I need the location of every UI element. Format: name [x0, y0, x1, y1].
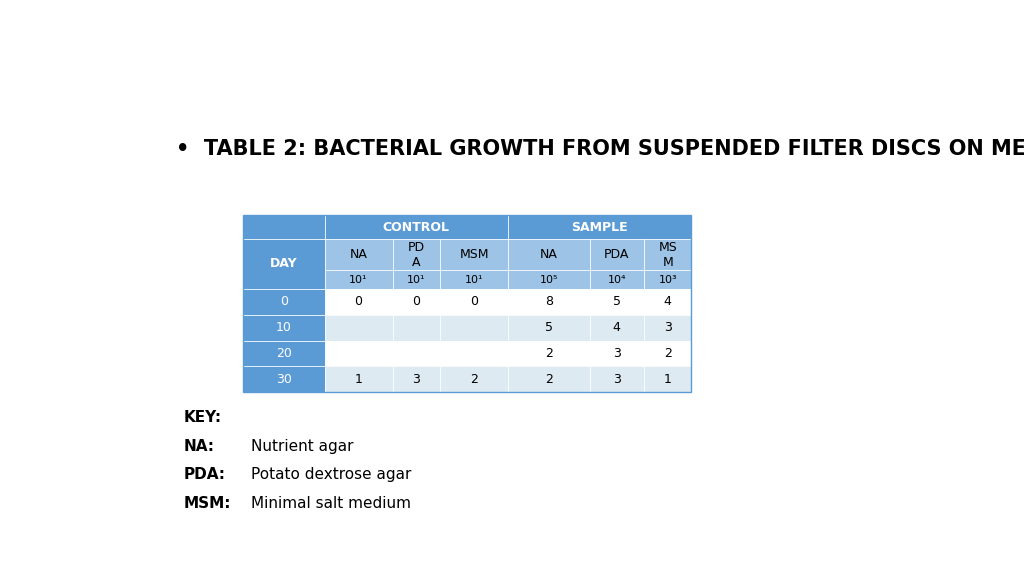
Text: 0: 0: [413, 295, 420, 309]
Bar: [325, 366, 392, 392]
Text: 10: 10: [275, 321, 292, 334]
Text: 3: 3: [612, 373, 621, 386]
Bar: [440, 315, 508, 340]
Text: 10¹: 10¹: [349, 275, 368, 285]
Bar: [325, 315, 392, 340]
Text: 10¹: 10¹: [465, 275, 483, 285]
Bar: [243, 215, 325, 238]
Bar: [325, 289, 392, 315]
Bar: [392, 289, 440, 315]
Bar: [392, 340, 440, 366]
Bar: [644, 271, 691, 289]
Bar: [243, 340, 325, 366]
Text: 1: 1: [354, 373, 362, 386]
Bar: [440, 366, 508, 392]
Bar: [508, 366, 590, 392]
Text: 2: 2: [664, 347, 672, 360]
Bar: [243, 366, 325, 392]
Bar: [508, 315, 590, 340]
Bar: [590, 271, 644, 289]
Bar: [325, 340, 392, 366]
Text: Minimal salt medium: Minimal salt medium: [251, 497, 411, 511]
Text: 10³: 10³: [658, 275, 677, 285]
Text: 3: 3: [612, 347, 621, 360]
Text: MSM:: MSM:: [183, 497, 231, 511]
Bar: [590, 366, 644, 392]
Text: 10⁵: 10⁵: [540, 275, 558, 285]
Text: 4: 4: [612, 321, 621, 334]
Text: NA: NA: [540, 248, 558, 261]
Text: 8: 8: [545, 295, 553, 309]
Bar: [644, 289, 691, 315]
Bar: [392, 315, 440, 340]
Bar: [644, 340, 691, 366]
Bar: [325, 238, 392, 271]
Bar: [325, 215, 508, 238]
Text: •  TABLE 2: BACTERIAL GROWTH FROM SUSPENDED FILTER DISCS ON MEDIA.: • TABLE 2: BACTERIAL GROWTH FROM SUSPEND…: [176, 139, 1024, 159]
Bar: [590, 238, 644, 271]
Bar: [392, 271, 440, 289]
Text: MS
M: MS M: [658, 241, 677, 268]
Text: NA:: NA:: [183, 438, 215, 453]
Bar: [243, 315, 325, 340]
Text: PDA:: PDA:: [183, 467, 225, 483]
Bar: [644, 366, 691, 392]
Text: 0: 0: [470, 295, 478, 309]
Bar: [590, 315, 644, 340]
Bar: [508, 340, 590, 366]
Bar: [590, 340, 644, 366]
Text: 2: 2: [545, 347, 553, 360]
Text: CONTROL: CONTROL: [383, 221, 450, 233]
Bar: [508, 238, 590, 271]
Text: 4: 4: [664, 295, 672, 309]
Bar: [644, 315, 691, 340]
Bar: [440, 340, 508, 366]
Text: 5: 5: [612, 295, 621, 309]
Text: PD
A: PD A: [408, 241, 425, 268]
Text: KEY:: KEY:: [183, 410, 221, 425]
Text: 2: 2: [470, 373, 478, 386]
Bar: [440, 289, 508, 315]
Text: 10⁴: 10⁴: [607, 275, 626, 285]
Text: 2: 2: [545, 373, 553, 386]
Bar: [590, 289, 644, 315]
Bar: [392, 238, 440, 271]
Text: 0: 0: [280, 295, 288, 309]
Text: 1: 1: [664, 373, 672, 386]
Bar: [644, 238, 691, 271]
Text: SAMPLE: SAMPLE: [571, 221, 628, 233]
Text: NA: NA: [349, 248, 368, 261]
Text: 0: 0: [354, 295, 362, 309]
Bar: [508, 289, 590, 315]
Bar: [392, 366, 440, 392]
Bar: [508, 215, 691, 238]
Bar: [508, 271, 590, 289]
Text: MSM: MSM: [460, 248, 488, 261]
Bar: [243, 215, 691, 392]
Bar: [440, 271, 508, 289]
Bar: [440, 238, 508, 271]
Bar: [243, 238, 325, 289]
Bar: [325, 271, 392, 289]
Text: 3: 3: [413, 373, 420, 386]
Text: 5: 5: [545, 321, 553, 334]
Text: 3: 3: [664, 321, 672, 334]
Text: 30: 30: [275, 373, 292, 386]
Text: 10¹: 10¹: [408, 275, 426, 285]
Text: DAY: DAY: [270, 257, 298, 270]
Text: PDA: PDA: [604, 248, 630, 261]
Bar: [243, 289, 325, 315]
Text: Potato dextrose agar: Potato dextrose agar: [251, 467, 412, 483]
Text: 20: 20: [275, 347, 292, 360]
Text: Nutrient agar: Nutrient agar: [251, 438, 353, 453]
